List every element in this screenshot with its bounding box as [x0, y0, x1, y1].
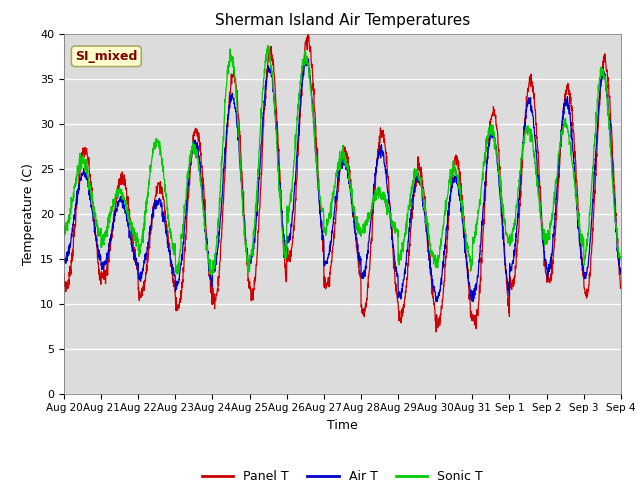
Sonic T [505, 239, 513, 244]
Sonic T [209, 271, 216, 277]
Line: Sonic T: Sonic T [64, 46, 621, 274]
Panel T [304, 26, 312, 32]
Sonic T [264, 43, 272, 48]
Air T [432, 299, 440, 304]
Air T [216, 232, 223, 238]
Legend: Panel T, Air T, Sonic T: Panel T, Air T, Sonic T [196, 465, 488, 480]
Panel T [568, 108, 576, 113]
Line: Panel T: Panel T [64, 29, 621, 332]
Air T [568, 137, 576, 143]
Panel T [216, 268, 223, 274]
Sonic T [359, 226, 367, 232]
Y-axis label: Temperature (C): Temperature (C) [22, 163, 35, 264]
Panel T [371, 182, 379, 188]
Air T [60, 258, 68, 264]
Panel T [60, 271, 68, 277]
Panel T [617, 283, 625, 289]
Sonic T [617, 256, 625, 262]
Sonic T [371, 198, 379, 204]
Air T [302, 55, 310, 61]
Sonic T [584, 238, 591, 244]
Panel T [359, 311, 367, 317]
Sonic T [216, 195, 223, 201]
Air T [617, 271, 625, 276]
Line: Air T: Air T [64, 58, 621, 301]
Title: Sherman Island Air Temperatures: Sherman Island Air Temperatures [215, 13, 470, 28]
Air T [505, 288, 513, 294]
Air T [359, 273, 367, 279]
Text: SI_mixed: SI_mixed [75, 50, 138, 63]
Sonic T [60, 234, 68, 240]
X-axis label: Time: Time [327, 419, 358, 432]
Air T [584, 265, 591, 271]
Panel T [432, 329, 440, 335]
Panel T [584, 293, 591, 299]
Air T [371, 179, 379, 184]
Panel T [505, 304, 513, 310]
Sonic T [568, 159, 576, 165]
